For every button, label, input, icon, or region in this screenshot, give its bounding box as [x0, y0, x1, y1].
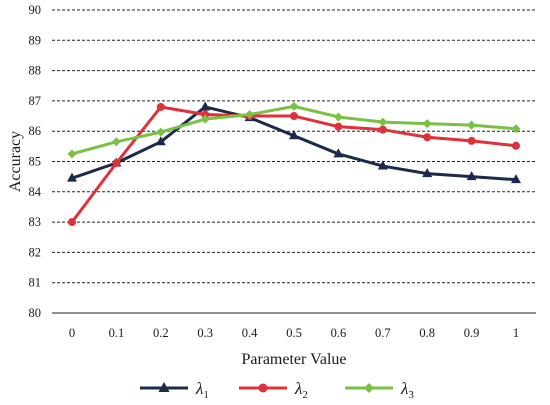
y-tick-label: 80	[29, 306, 42, 320]
circle-marker	[467, 136, 476, 145]
triangle-marker	[422, 168, 433, 178]
x-tick-label: 0.9	[464, 326, 480, 340]
triangle-marker	[155, 136, 166, 146]
legend-subscript: 3	[408, 389, 414, 401]
legend-label: λ1	[195, 379, 209, 401]
circle-marker	[156, 102, 165, 111]
series-layer	[67, 101, 521, 227]
legend-item: λ2	[239, 379, 308, 401]
triangle-marker	[67, 172, 77, 182]
y-tick-label: 82	[29, 245, 42, 259]
legend-item: λ1	[140, 379, 209, 401]
diamond-marker	[156, 127, 166, 137]
legend-label: λ3	[400, 379, 414, 401]
y-tick-label: 81	[29, 276, 42, 290]
legend-label: λ2	[294, 379, 308, 401]
circle-marker	[112, 159, 121, 168]
legend-symbol: λ	[195, 379, 203, 398]
circle-marker	[423, 133, 432, 142]
circle-marker	[290, 112, 298, 121]
x-tick-label: 0.6	[331, 326, 347, 340]
y-tick-label: 90	[29, 3, 42, 17]
x-tick-label: 0.4	[242, 326, 258, 340]
x-tick-label: 0.3	[197, 326, 213, 340]
triangle-marker	[158, 382, 170, 392]
x-tick-label: 0.2	[153, 326, 169, 340]
diamond-marker	[467, 120, 477, 130]
x-tick-label: 0	[69, 326, 75, 340]
legend: λ1 λ2 λ3	[140, 379, 414, 401]
triangle-marker	[333, 148, 344, 158]
x-tick-label: 0.1	[109, 326, 125, 340]
x-tick-label: 0.5	[286, 326, 302, 340]
circle-marker	[512, 141, 520, 150]
diamond-marker	[333, 112, 343, 122]
legend-symbol: λ	[294, 379, 302, 398]
legend-subscript: 1	[203, 389, 209, 401]
diamond-marker	[67, 149, 77, 159]
circle-marker	[258, 383, 268, 393]
legend-subscript: 2	[302, 389, 308, 401]
y-tick-label: 85	[29, 155, 42, 169]
triangle-marker	[200, 101, 211, 111]
y-tick-label: 87	[29, 94, 42, 108]
diamond-marker	[422, 119, 432, 129]
diamond-marker	[200, 114, 210, 124]
y-tick-label: 84	[29, 185, 42, 199]
legend-symbol: λ	[400, 379, 408, 398]
series-λ2	[68, 102, 520, 227]
y-axis-title: Accuracy	[7, 131, 24, 192]
diamond-marker	[289, 101, 299, 111]
triangle-marker	[377, 160, 388, 170]
y-tick-label: 83	[29, 215, 42, 229]
triangle-marker	[466, 171, 477, 181]
circle-marker	[378, 125, 387, 134]
x-tick-label: 0.7	[375, 326, 391, 340]
y-tick-label: 86	[29, 124, 42, 138]
y-tick-label: 88	[29, 64, 42, 78]
circle-marker	[334, 122, 343, 131]
axis-layer: Accuracy Parameter Value	[7, 131, 347, 368]
circle-marker	[68, 218, 76, 227]
legend-item: λ3	[345, 379, 414, 401]
circle-marker	[201, 110, 210, 119]
diamond-marker	[364, 383, 374, 393]
diamond-marker	[378, 117, 388, 127]
diamond-marker	[245, 110, 255, 120]
x-tick-label: 0.8	[419, 326, 435, 340]
y-tick-label: 89	[29, 33, 42, 47]
x-tick-label: 1	[513, 326, 519, 340]
diamond-marker	[111, 137, 121, 147]
triangle-marker	[511, 174, 521, 184]
triangle-marker	[289, 130, 299, 140]
x-axis-title: Parameter Value	[242, 351, 347, 368]
series-λ3	[67, 101, 521, 159]
diamond-marker	[511, 124, 521, 134]
grid-layer: 80 81 82 83 84 85 86 87 88 89 90 0 0.1 0.2 0.3 0.4 0.5 0.…	[29, 3, 536, 340]
